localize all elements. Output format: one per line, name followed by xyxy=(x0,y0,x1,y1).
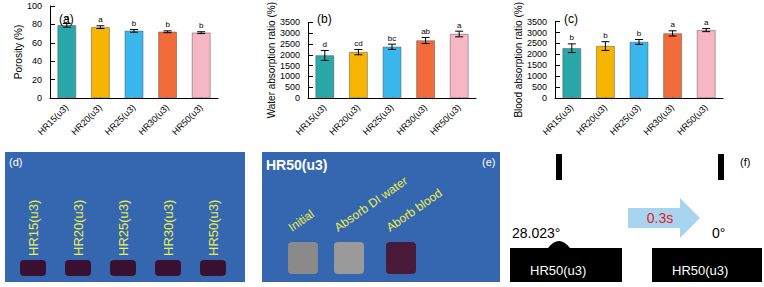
svg-text:HR15(u3): HR15(u3) xyxy=(26,200,41,256)
svg-text:cd: cd xyxy=(354,39,362,48)
svg-text:2000: 2000 xyxy=(527,49,547,59)
svg-text:0°: 0° xyxy=(712,225,725,241)
svg-text:20: 20 xyxy=(32,75,42,85)
svg-text:0: 0 xyxy=(542,93,547,103)
svg-text:HR20(u3): HR20(u3) xyxy=(71,200,86,256)
svg-text:b: b xyxy=(199,21,204,30)
svg-text:2500: 2500 xyxy=(527,38,547,48)
svg-text:(a): (a) xyxy=(59,12,74,26)
svg-text:HR20(u3): HR20(u3) xyxy=(574,102,609,137)
svg-text:(b): (b) xyxy=(317,12,332,26)
svg-text:HR15(u3): HR15(u3) xyxy=(36,102,71,137)
svg-text:28.023°: 28.023° xyxy=(512,225,560,241)
svg-text:60: 60 xyxy=(32,38,42,48)
svg-text:HR30(u3): HR30(u3) xyxy=(642,102,677,137)
svg-text:b: b xyxy=(165,20,170,29)
svg-text:HR50(u3): HR50(u3) xyxy=(206,200,221,256)
svg-text:HR25(u3): HR25(u3) xyxy=(361,102,396,137)
svg-text:100: 100 xyxy=(27,1,42,11)
svg-text:Initial: Initial xyxy=(286,207,317,235)
svg-text:ab: ab xyxy=(421,27,430,36)
svg-text:1000: 1000 xyxy=(280,71,300,81)
svg-text:3000: 3000 xyxy=(280,28,300,38)
svg-text:HR20(u3): HR20(u3) xyxy=(327,102,362,137)
svg-text:Aborb blood: Aborb blood xyxy=(384,186,445,235)
svg-text:0: 0 xyxy=(295,93,300,103)
svg-text:3500: 3500 xyxy=(527,17,547,27)
svg-text:HR50(u3): HR50(u3) xyxy=(675,102,710,137)
svg-text:HR30(u3): HR30(u3) xyxy=(137,102,172,137)
svg-text:HR50(u3): HR50(u3) xyxy=(170,102,205,137)
svg-text:0.3s: 0.3s xyxy=(647,210,673,226)
svg-text:HR50(u3): HR50(u3) xyxy=(428,102,463,137)
svg-text:1500: 1500 xyxy=(527,60,547,70)
svg-text:b: b xyxy=(132,19,137,28)
svg-text:HR50(u3): HR50(u3) xyxy=(530,263,586,278)
svg-text:0: 0 xyxy=(37,93,42,103)
svg-text:(c): (c) xyxy=(564,12,578,26)
svg-text:(e): (e) xyxy=(482,156,495,168)
svg-text:a: a xyxy=(98,15,103,24)
svg-text:2000: 2000 xyxy=(280,50,300,60)
svg-text:HR50(u3): HR50(u3) xyxy=(672,263,728,278)
svg-text:b: b xyxy=(637,29,642,38)
svg-text:3000: 3000 xyxy=(527,28,547,38)
svg-text:bc: bc xyxy=(388,34,396,43)
svg-text:a: a xyxy=(670,20,675,29)
svg-text:HR15(u3): HR15(u3) xyxy=(541,102,576,137)
svg-text:Blood absorption ratio (%): Blood absorption ratio (%) xyxy=(513,2,524,118)
svg-text:Water absorption ratio (%): Water absorption ratio (%) xyxy=(266,2,277,118)
svg-text:(f): (f) xyxy=(740,156,750,168)
svg-text:1000: 1000 xyxy=(527,71,547,81)
svg-text:3500: 3500 xyxy=(280,17,300,27)
svg-text:a: a xyxy=(704,18,709,27)
svg-text:HR30(u3): HR30(u3) xyxy=(161,200,176,256)
svg-text:d: d xyxy=(323,40,327,49)
svg-text:b: b xyxy=(570,33,575,42)
svg-text:a: a xyxy=(457,21,462,30)
svg-text:HR25(u3): HR25(u3) xyxy=(116,200,131,256)
svg-text:Porosity (%): Porosity (%) xyxy=(13,25,24,79)
svg-text:HR50(u3): HR50(u3) xyxy=(266,157,327,173)
svg-text:HR15(u3): HR15(u3) xyxy=(294,102,329,137)
svg-text:HR20(u3): HR20(u3) xyxy=(69,102,104,137)
svg-text:80: 80 xyxy=(32,19,42,29)
svg-text:(d): (d) xyxy=(9,156,22,168)
svg-text:Absorb DI water: Absorb DI water xyxy=(331,173,411,235)
svg-text:40: 40 xyxy=(32,56,42,66)
svg-text:2500: 2500 xyxy=(280,39,300,49)
svg-text:500: 500 xyxy=(532,82,547,92)
svg-text:500: 500 xyxy=(285,82,300,92)
svg-text:HR30(u3): HR30(u3) xyxy=(395,102,430,137)
svg-text:b: b xyxy=(603,31,608,40)
svg-text:HR25(u3): HR25(u3) xyxy=(608,102,643,137)
svg-text:1500: 1500 xyxy=(280,61,300,71)
svg-text:HR25(u3): HR25(u3) xyxy=(103,102,138,137)
